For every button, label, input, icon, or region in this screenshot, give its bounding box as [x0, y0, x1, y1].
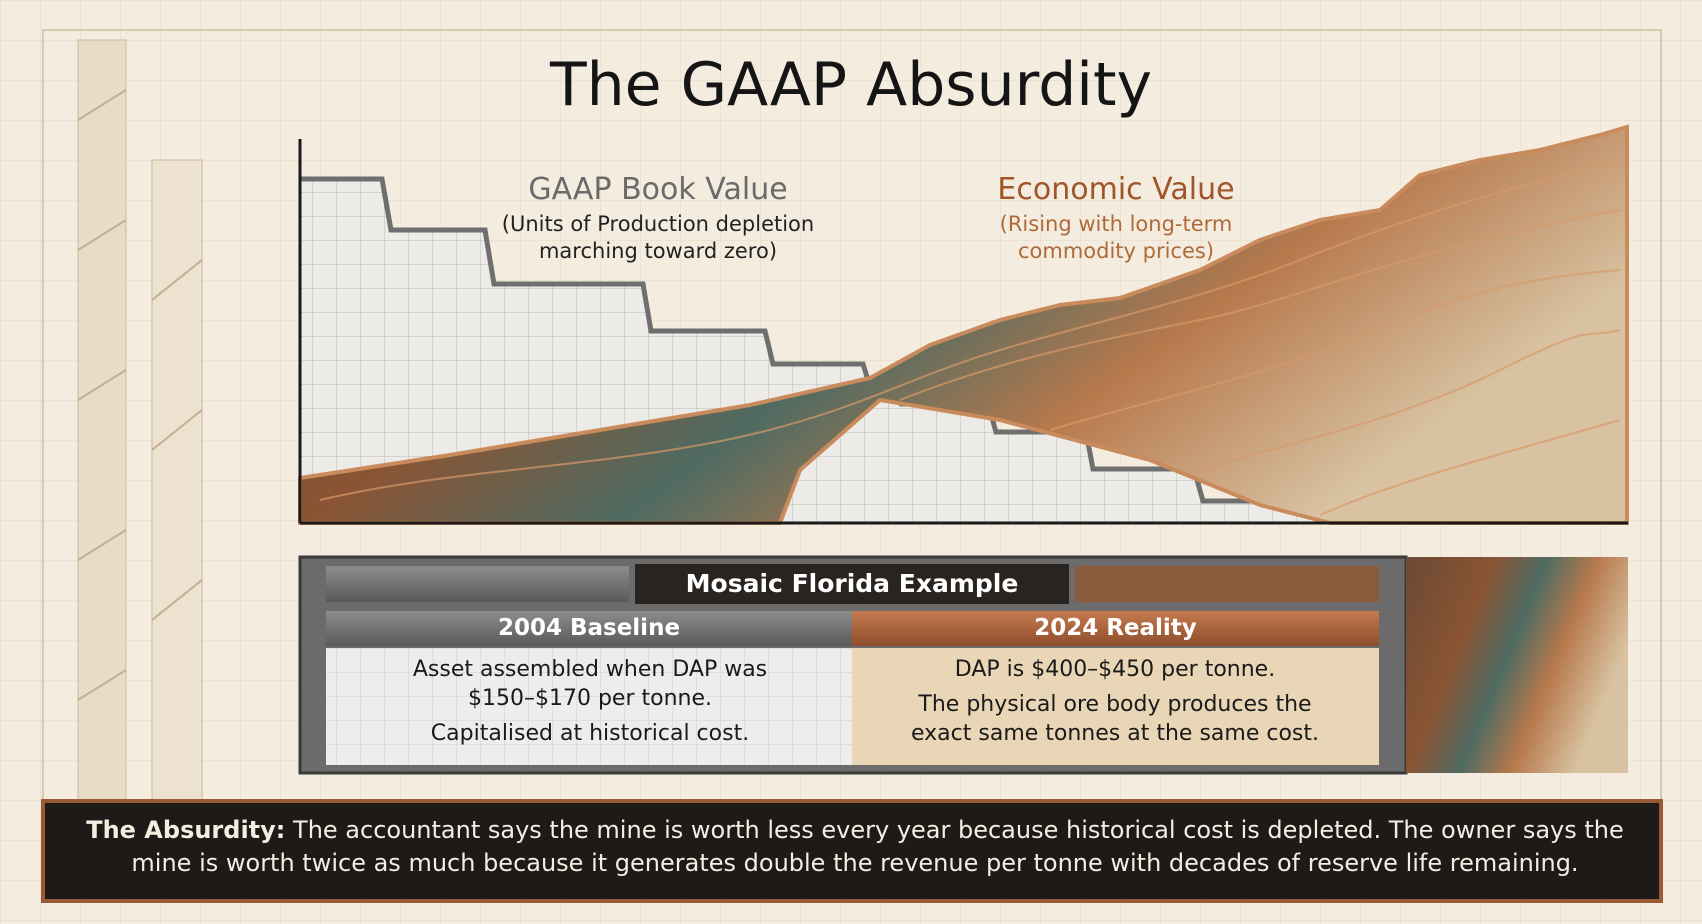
gaap-label: GAAP Book Value (Units of Production dep… [488, 172, 828, 265]
gaap-label-subtitle: (Units of Production depletion marching … [501, 212, 815, 263]
footer-bar [41, 799, 1663, 903]
right-body-line: The physical ore body produces the exact… [911, 692, 1319, 746]
left-body-grid [326, 648, 852, 765]
right-body-line: DAP is $400–$450 per tonne. [954, 657, 1276, 682]
economic-area [298, 124, 1629, 525]
gaap-label-title: GAAP Book Value [528, 172, 788, 207]
rock-block [1406, 557, 1628, 773]
steel-plate [326, 566, 629, 602]
footer: The Absurdity: The accountant says the m… [80, 814, 1630, 880]
left-body-line: Capitalised at historical cost. [430, 721, 750, 746]
example-title: Mosaic Florida Example [685, 569, 1019, 598]
economic-label: Economic Value (Rising with long-term co… [950, 172, 1282, 265]
wood-plate [1075, 566, 1379, 602]
right-body-bg [852, 648, 1379, 765]
left-header: 2004 Baseline [497, 615, 681, 641]
strata-column [77, 39, 127, 801]
economic-label-subtitle: (Rising with long-term commodity prices) [999, 212, 1233, 263]
footer-text: The accountant says the mine is worth le… [131, 816, 1624, 877]
strata-column [151, 159, 203, 801]
right-header: 2024 Reality [1034, 615, 1197, 641]
left-body-line: Asset assembled when DAP was $150–$170 p… [412, 657, 768, 711]
left-body: Asset assembled when DAP was $150–$170 p… [380, 655, 800, 754]
right-body: DAP is $400–$450 per tonne. The physical… [900, 655, 1330, 754]
strata-hatch [77, 89, 203, 701]
left-header-bar [326, 611, 852, 646]
economic-label-title: Economic Value [997, 172, 1235, 207]
title: The GAAP Absurdity [550, 50, 1152, 120]
rock-texture [319, 159, 1621, 516]
right-header-bar [852, 611, 1379, 646]
footer-lead: The Absurdity: [86, 816, 286, 844]
example-title-bar [635, 564, 1069, 604]
